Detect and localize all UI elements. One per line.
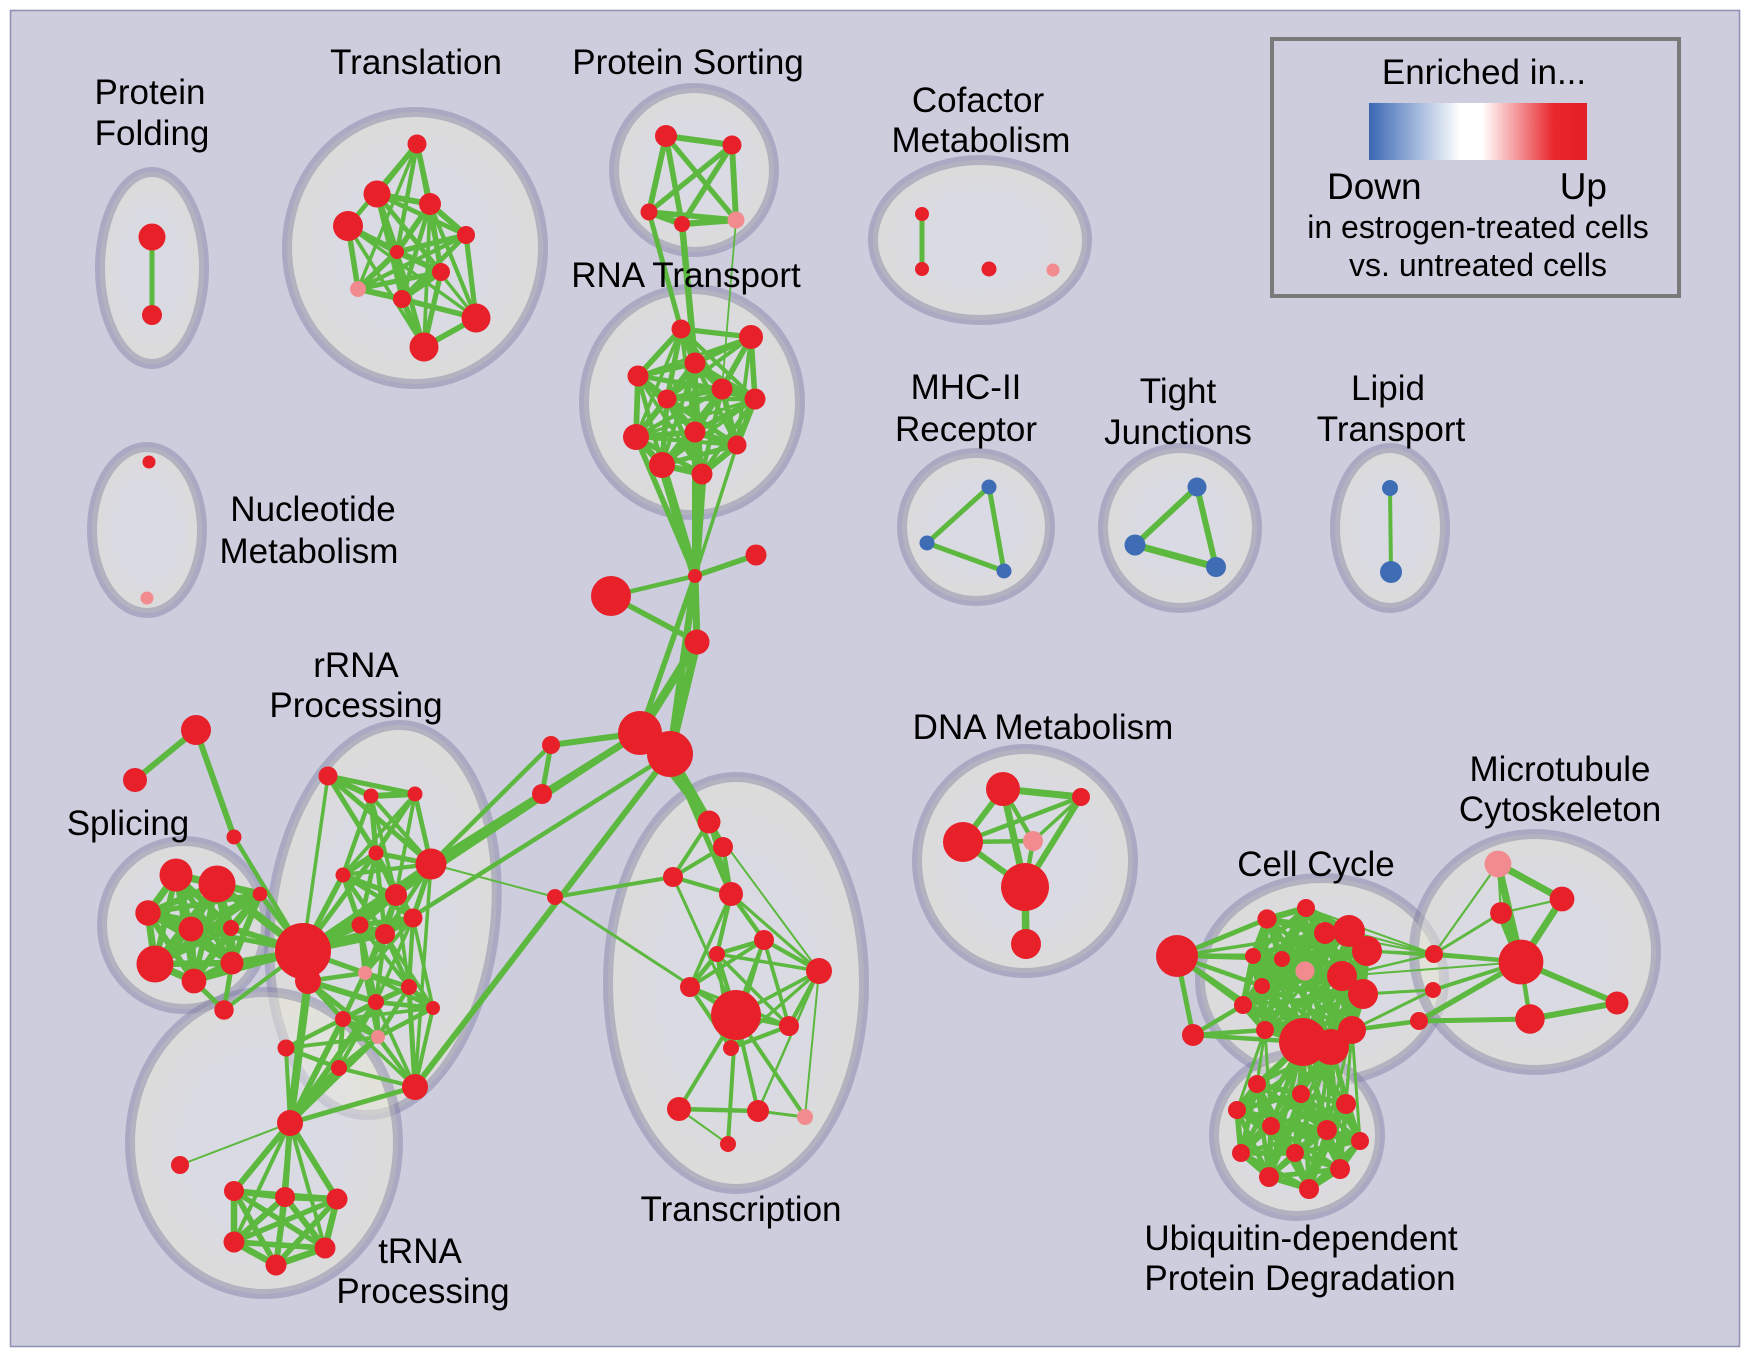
- svg-text:in estrogen-treated cells: in estrogen-treated cells: [1307, 209, 1649, 245]
- svg-text:Processing: Processing: [269, 686, 442, 725]
- svg-text:Folding: Folding: [95, 114, 210, 153]
- svg-text:Transcription: Transcription: [641, 1190, 842, 1229]
- svg-text:Lipid: Lipid: [1351, 369, 1425, 408]
- svg-text:Up: Up: [1560, 166, 1607, 207]
- svg-text:RNA Transport: RNA Transport: [571, 256, 801, 295]
- svg-text:DNA Metabolism: DNA Metabolism: [913, 708, 1174, 747]
- svg-text:Junctions: Junctions: [1104, 413, 1252, 452]
- svg-text:Receptor: Receptor: [895, 410, 1037, 449]
- svg-text:Enriched in...: Enriched in...: [1382, 53, 1586, 92]
- svg-text:Nucleotide: Nucleotide: [230, 490, 395, 529]
- svg-text:Protein Degradation: Protein Degradation: [1144, 1259, 1455, 1298]
- svg-text:Metabolism: Metabolism: [220, 532, 399, 571]
- svg-text:Cofactor: Cofactor: [912, 81, 1045, 120]
- svg-text:Splicing: Splicing: [67, 804, 190, 843]
- svg-text:Processing: Processing: [336, 1272, 509, 1311]
- svg-text:vs. untreated cells: vs. untreated cells: [1349, 247, 1607, 283]
- svg-text:Microtubule: Microtubule: [1470, 750, 1651, 789]
- svg-text:Down: Down: [1327, 166, 1422, 207]
- svg-text:Tight: Tight: [1140, 372, 1217, 411]
- svg-text:Protein: Protein: [95, 73, 206, 112]
- svg-text:rRNA: rRNA: [313, 646, 399, 685]
- svg-text:Cytoskeleton: Cytoskeleton: [1459, 790, 1661, 829]
- svg-text:Ubiquitin-dependent: Ubiquitin-dependent: [1144, 1219, 1458, 1258]
- svg-text:Translation: Translation: [330, 43, 502, 82]
- svg-text:Protein Sorting: Protein Sorting: [572, 43, 804, 82]
- svg-text:Cell Cycle: Cell Cycle: [1237, 845, 1395, 884]
- svg-text:MHC-II: MHC-II: [911, 368, 1022, 407]
- svg-text:Transport: Transport: [1317, 410, 1466, 449]
- svg-text:tRNA: tRNA: [378, 1232, 462, 1271]
- svg-text:Metabolism: Metabolism: [892, 121, 1071, 160]
